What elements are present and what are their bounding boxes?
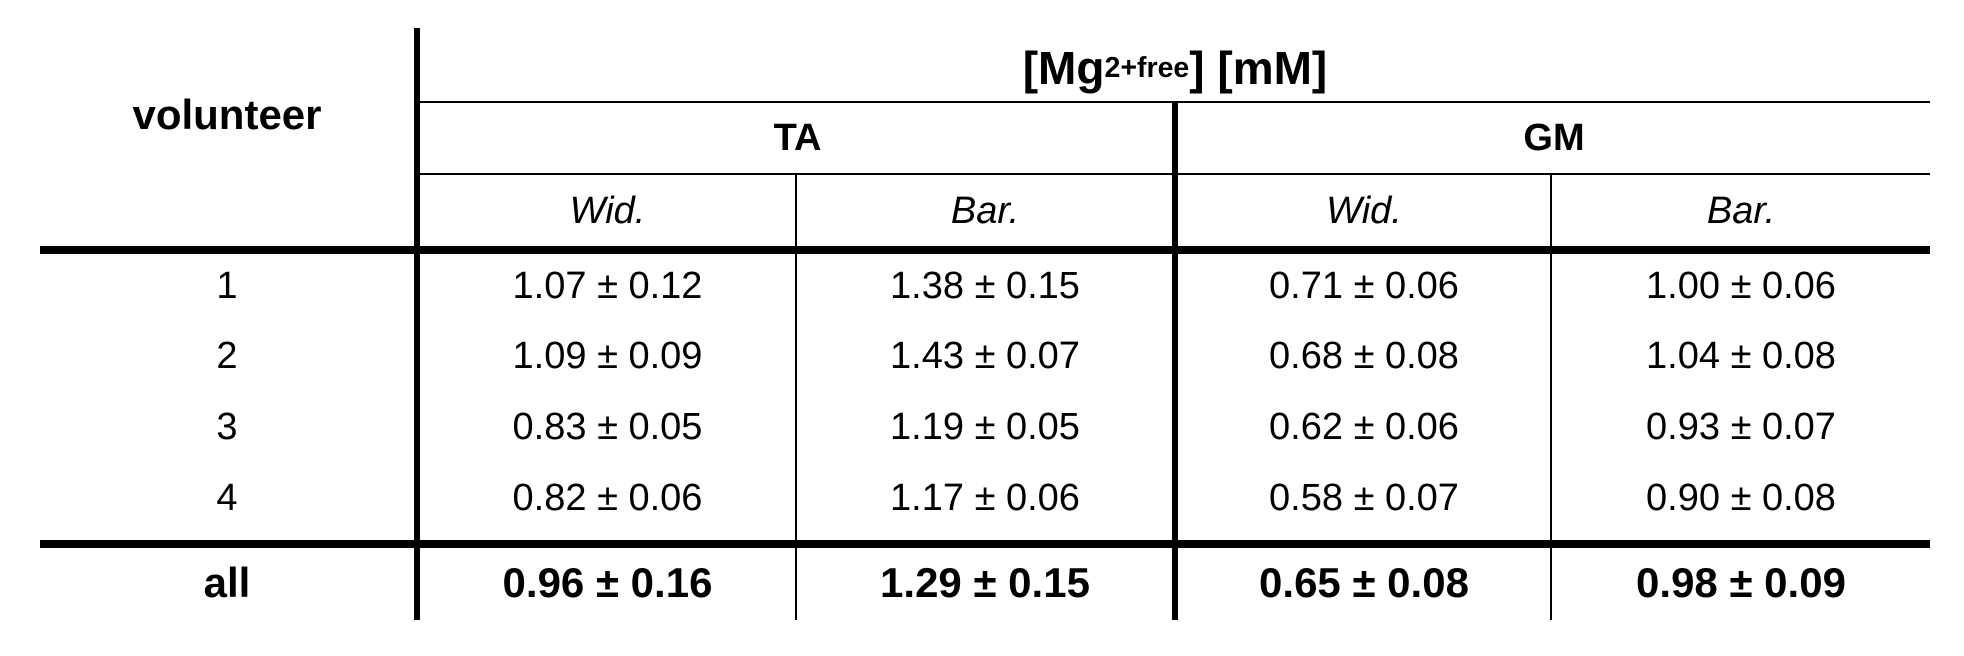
summary-cell: 0.65 ± 0.08: [1259, 559, 1469, 606]
method-header-gm-bar: Bar.: [1706, 189, 1776, 232]
table-cell: 1.19 ± 0.05: [890, 405, 1080, 448]
table-cell: 0.83 ± 0.05: [512, 405, 703, 448]
table-cell: 0.58 ± 0.07: [1269, 476, 1459, 519]
summary-cell: 1.29 ± 0.15: [880, 559, 1090, 606]
muscle-header-ta: TA: [773, 116, 822, 159]
summary-label: all: [203, 559, 251, 606]
concentration-suffix: ] [mM]: [1189, 42, 1328, 94]
table-cell: 1.38 ± 0.15: [890, 264, 1080, 307]
table-cell: 1.17 ± 0.06: [890, 476, 1080, 519]
table-cell: 1.04 ± 0.08: [1646, 334, 1836, 377]
table-cell: 1.00 ± 0.06: [1646, 264, 1836, 307]
horizontal-rule-body-top: [40, 246, 1930, 254]
row-label: 1: [216, 264, 238, 307]
method-header-ta-wid: Wid.: [569, 189, 646, 232]
table-cell: 1.07 ± 0.12: [512, 264, 703, 307]
concentration-prefix: [Mg: [1022, 42, 1105, 94]
method-header-ta-bar: Bar.: [950, 189, 1020, 232]
vertical-rule-group: [1172, 102, 1178, 620]
row-label: 2: [216, 334, 238, 377]
table-cell: 1.09 ± 0.09: [512, 334, 703, 377]
horizontal-rule-muscle: [420, 173, 1930, 175]
table-cell: 0.68 ± 0.08: [1269, 334, 1459, 377]
vertical-rule-ta: [795, 174, 797, 620]
table-cell: 0.90 ± 0.08: [1646, 476, 1836, 519]
table-cell: 0.93 ± 0.07: [1646, 405, 1836, 448]
method-header-gm-wid: Wid.: [1326, 189, 1402, 232]
table-cell: 0.82 ± 0.06: [512, 476, 703, 519]
table-cell: 0.71 ± 0.06: [1269, 264, 1459, 307]
table-cell: 1.43 ± 0.07: [890, 334, 1080, 377]
volunteer-header: volunteer: [132, 91, 322, 138]
horizontal-rule-header: [420, 101, 1930, 103]
vertical-rule-gm: [1550, 174, 1552, 620]
row-label: 4: [216, 476, 238, 519]
vertical-rule-main: [414, 28, 420, 620]
table-cell: 0.62 ± 0.06: [1269, 405, 1459, 448]
summary-cell: 0.96 ± 0.16: [502, 559, 713, 606]
muscle-header-gm: GM: [1523, 116, 1585, 159]
horizontal-rule-summary: [40, 540, 1930, 548]
summary-cell: 0.98 ± 0.09: [1636, 559, 1846, 606]
concentration-header: [Mg 2+ free] [mM]: [1022, 42, 1328, 94]
row-label: 3: [216, 405, 238, 448]
